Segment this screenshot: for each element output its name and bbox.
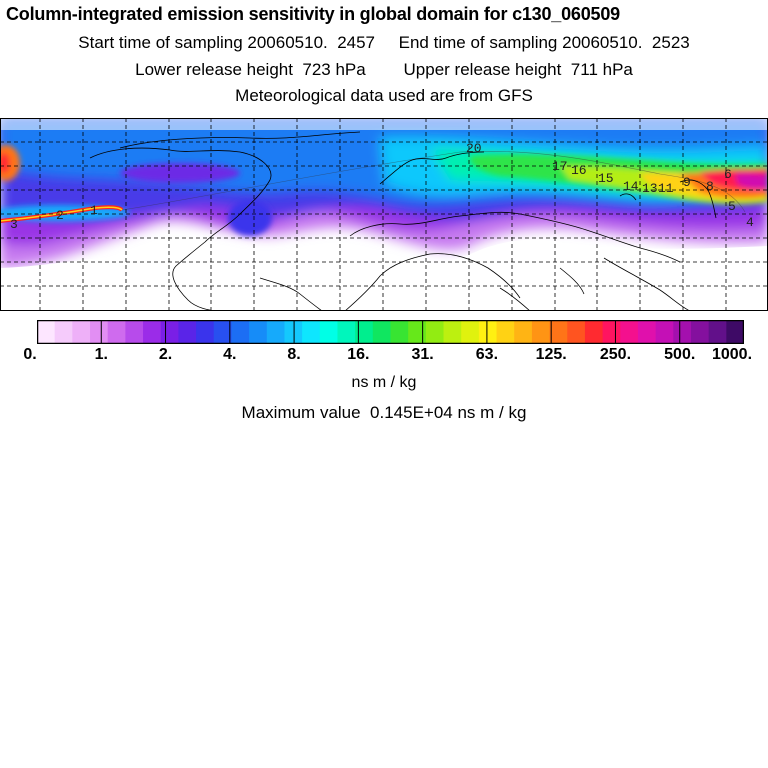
trajectory-hour-label: 13 [642,181,658,196]
sampling-time-line: Start time of sampling 20060510. 2457 En… [0,33,768,53]
colorbar-swatch [143,320,162,344]
emission-sensitivity-map: 20 17 16 15 14 13 11 9 86 54 3 2 1 [0,118,768,311]
colorbar-swatch [620,320,639,344]
colorbar-swatch [302,320,321,344]
trajectory-hour-label: 15 [598,171,614,186]
colorbar-swatch [425,320,445,344]
plot-title: Column-integrated emission sensitivity i… [6,4,620,24]
colorbar-swatch [284,320,303,344]
colorbar-swatch [602,320,621,344]
trajectory-hour-label: 9 [683,175,691,190]
colorbar-tick-label: 16. [347,346,370,363]
trajectory-hour-label: 17 [552,159,568,174]
colorbar-swatch [337,320,356,344]
colorbar-swatch [673,320,692,344]
colorbar-tick-label: 125. [535,346,567,363]
colorbar-tick-label: 2. [158,346,173,363]
colorbar-tick-label: 250. [599,346,632,363]
colorbar-swatch [567,320,586,344]
colorbar-swatch [266,320,286,344]
colorbar-swatch [90,320,109,344]
colorbar-swatch [655,320,674,344]
colorbar-swatch [213,320,233,344]
trajectory-hour-label: 11 [658,181,674,196]
maximum-value-label: Maximum value 0.145E+04 ns m / kg [241,403,527,422]
trajectory-hour-label: 8 [706,179,714,194]
colorbar-swatch [549,320,568,344]
trajectory-hour-label: 20 [466,141,482,156]
colorbar-tick-label: 8. [287,346,301,363]
colorbar-swatch [319,320,339,344]
trajectory-hour-label: 3 [10,217,18,232]
colorbar-swatch [160,320,180,344]
trajectory-hour-label: 6 [724,167,732,182]
colorbar-tick-label: 1000. [711,346,753,363]
colorbar-tick-label: 500. [664,346,696,363]
trajectory-hour-label: 2 [56,208,64,223]
colorbar-swatch [726,320,744,344]
colorbar-swatch [496,320,515,344]
colorbar-swatch [372,320,392,344]
colorbar-swatch [390,320,409,344]
colorbar-swatch [37,320,56,344]
colorbar-swatch [461,320,480,344]
trajectory-labels: 20 17 16 15 14 13 11 9 86 54 3 2 1 [10,141,754,232]
colorbar-tick-label: 63. [475,346,499,363]
colorbar-swatch [355,320,374,344]
met-data-label: Meteorological data used are from GFS [235,86,533,105]
release-height-line: Lower release height 723 hPa Upper relea… [0,60,768,80]
colorbar-tick-label: 4. [223,346,237,363]
colorbar-swatch [584,320,604,344]
sensitivity-field [0,118,768,311]
colorbar-swatch [531,320,551,344]
colorbar-swatch [196,320,215,344]
colorbar-swatch [249,320,268,344]
colorbar-tick-label: 31. [411,346,434,363]
colorbar-units: ns m / kg [351,374,417,391]
trajectory-hour-label: 14 [623,179,639,194]
end-time-label: End time of sampling 20060510. 2523 [398,33,690,52]
colorbar-swatch [107,320,126,344]
trajectory-hour-label: 1 [90,203,98,218]
colorbar [37,320,744,344]
colorbar-swatch [54,320,73,344]
colorbar-swatch [72,320,91,344]
lower-release-label: Lower release height 723 hPa [135,60,366,79]
colorbar-swatch [637,320,657,344]
trajectory-hour-label: 4 [746,215,754,230]
colorbar-swatch [178,320,197,344]
colorbar-tick-label: 1. [94,346,108,363]
colorbar-swatch [708,320,727,344]
trajectory-hour-label: 5 [728,199,736,214]
trajectory-hour-label: 16 [571,163,587,178]
colorbar-swatch [690,320,710,344]
colorbar-swatch [443,320,462,344]
upper-release-label: Upper release height 711 hPa [403,60,633,79]
colorbar-swatch [231,320,250,344]
colorbar-tick-label: 0. [23,346,37,363]
start-time-label: Start time of sampling 20060510. 2457 [78,33,376,52]
lat-lon-grid [0,118,768,311]
colorbar-swatch [125,320,144,344]
colorbar-swatch [514,320,533,344]
colorbar-swatch [408,320,427,344]
colorbar-swatch [478,320,498,344]
